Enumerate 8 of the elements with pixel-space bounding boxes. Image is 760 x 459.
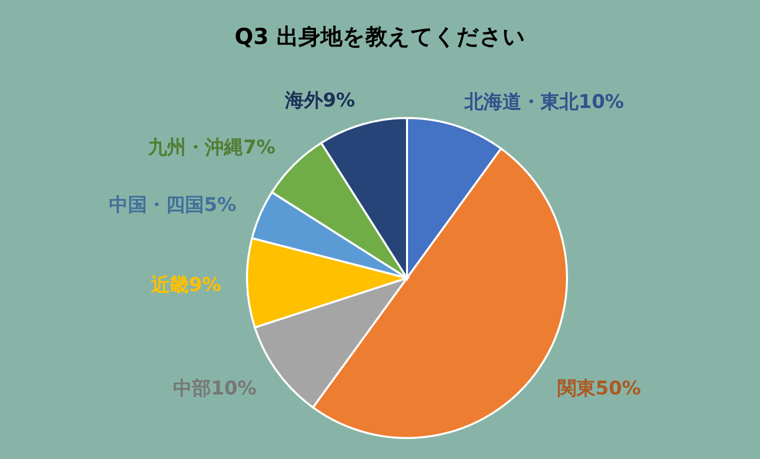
slice-label: 中国・四国5% (109, 194, 236, 216)
slice-label: 近畿9% (150, 274, 222, 296)
chart-title: Q3 出身地を教えてください (234, 25, 526, 50)
slice-label: 海外9% (284, 89, 356, 112)
slice-label: 北海道・東北10% (463, 91, 624, 114)
slice-label: 関東50% (557, 377, 641, 400)
slice-label: 中部10% (173, 377, 257, 400)
slice-label: 九州・沖縄7% (147, 136, 276, 158)
